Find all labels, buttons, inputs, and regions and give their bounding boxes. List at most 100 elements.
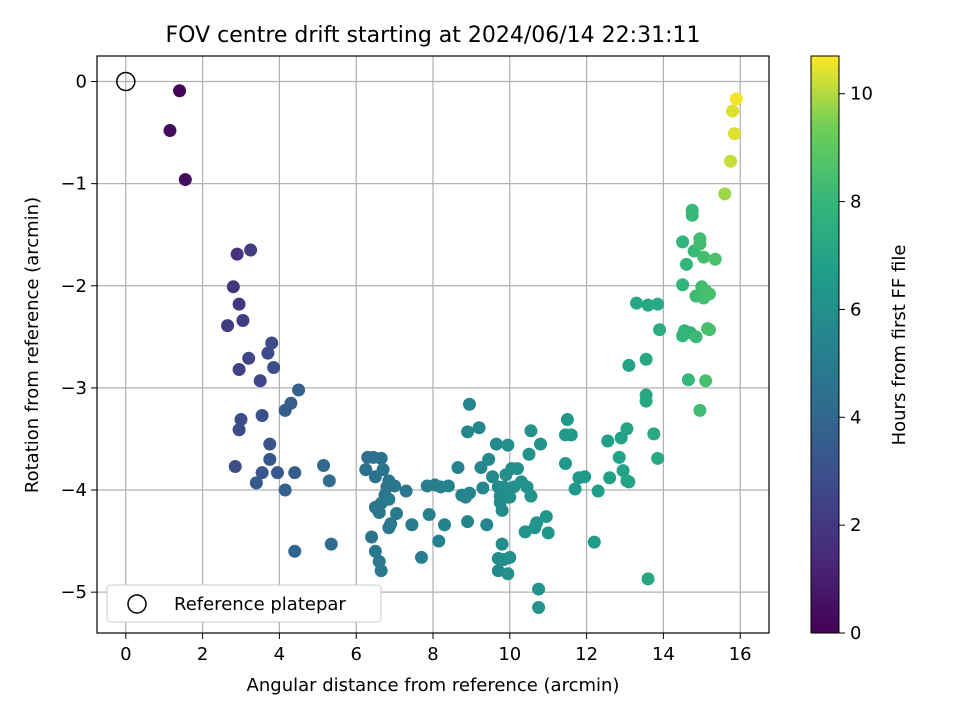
data-point bbox=[230, 247, 244, 261]
data-point bbox=[253, 374, 267, 388]
data-point bbox=[261, 346, 275, 360]
data-point bbox=[651, 451, 665, 465]
data-point bbox=[729, 92, 743, 106]
legend-label-reference: Reference platepar bbox=[174, 594, 346, 615]
legend-marker-reference bbox=[127, 594, 147, 614]
data-point bbox=[376, 463, 390, 477]
colorbar-label: Hours from first FF file bbox=[889, 245, 910, 446]
data-point bbox=[699, 374, 713, 388]
data-point bbox=[178, 173, 192, 187]
data-point bbox=[679, 257, 693, 271]
data-point bbox=[693, 403, 707, 417]
data-point bbox=[641, 572, 655, 586]
data-point bbox=[489, 437, 503, 451]
data-point bbox=[560, 413, 574, 427]
data-point bbox=[228, 460, 242, 474]
data-point bbox=[462, 486, 476, 500]
data-point bbox=[474, 461, 488, 475]
grid-lines bbox=[97, 56, 769, 633]
data-point bbox=[530, 516, 544, 530]
data-point bbox=[681, 373, 695, 387]
y-tick-label: −1 bbox=[60, 174, 87, 195]
data-point bbox=[501, 438, 515, 452]
y-tick-label: −4 bbox=[60, 480, 87, 501]
data-point bbox=[255, 408, 269, 422]
data-point bbox=[462, 397, 476, 411]
data-point bbox=[647, 427, 661, 441]
data-point bbox=[255, 466, 269, 480]
data-point bbox=[480, 518, 494, 532]
data-point bbox=[689, 330, 703, 344]
data-point bbox=[708, 252, 722, 266]
data-point bbox=[374, 451, 388, 465]
data-point bbox=[432, 534, 446, 548]
data-point bbox=[622, 358, 636, 372]
y-tick-label: −2 bbox=[60, 276, 87, 297]
data-point bbox=[591, 484, 605, 498]
data-point bbox=[441, 479, 455, 493]
data-point bbox=[702, 287, 716, 301]
data-point bbox=[292, 383, 306, 397]
data-point bbox=[503, 490, 517, 504]
y-axis-label: Rotation from reference (arcmin) bbox=[22, 197, 43, 493]
data-point bbox=[501, 567, 515, 581]
data-point bbox=[495, 537, 509, 551]
data-point bbox=[639, 352, 653, 366]
colorbar bbox=[810, 55, 840, 634]
x-axis-ticks: 0 2 4 6 8 10 12 14 16 bbox=[120, 633, 752, 665]
data-point bbox=[497, 480, 511, 494]
data-point bbox=[601, 434, 615, 448]
data-point bbox=[232, 423, 246, 437]
data-point bbox=[482, 452, 496, 466]
data-point bbox=[676, 235, 690, 249]
data-point bbox=[267, 360, 281, 374]
y-tick-label: −3 bbox=[60, 378, 87, 399]
data-point bbox=[234, 413, 248, 427]
data-point bbox=[461, 515, 475, 529]
x-tick-label: 14 bbox=[652, 644, 675, 665]
x-tick-label: 16 bbox=[729, 644, 752, 665]
data-point bbox=[451, 461, 465, 475]
data-point bbox=[524, 424, 538, 438]
data-point bbox=[374, 564, 388, 578]
legend: Reference platepar bbox=[106, 584, 382, 623]
data-point bbox=[368, 544, 382, 558]
data-point bbox=[390, 507, 404, 521]
data-point bbox=[564, 428, 578, 442]
data-point bbox=[724, 154, 738, 168]
data-point bbox=[242, 351, 256, 365]
data-point bbox=[685, 208, 699, 222]
x-tick-label: 8 bbox=[427, 644, 438, 665]
data-point bbox=[587, 535, 601, 549]
x-tick-label: 4 bbox=[274, 644, 285, 665]
data-point bbox=[620, 422, 634, 436]
colorbar-ticks: 0 2 4 6 8 10 bbox=[839, 84, 873, 644]
data-point bbox=[532, 582, 546, 596]
reference-platepar-marker bbox=[116, 71, 136, 92]
data-point bbox=[558, 456, 572, 470]
data-point bbox=[163, 124, 177, 138]
data-point bbox=[226, 280, 240, 294]
legend-box bbox=[106, 584, 382, 623]
data-point bbox=[532, 600, 546, 614]
data-point bbox=[693, 237, 707, 251]
data-point bbox=[578, 470, 592, 484]
x-tick-label: 12 bbox=[575, 644, 598, 665]
data-point bbox=[616, 464, 630, 478]
data-point bbox=[382, 492, 396, 506]
data-point bbox=[641, 298, 655, 312]
data-point bbox=[503, 550, 517, 564]
data-point bbox=[622, 475, 636, 489]
data-point bbox=[317, 459, 331, 473]
data-point bbox=[365, 530, 379, 544]
data-point bbox=[405, 518, 419, 532]
data-point bbox=[244, 243, 258, 257]
data-point bbox=[495, 503, 509, 517]
data-point bbox=[322, 474, 336, 488]
data-point bbox=[727, 127, 741, 141]
x-tick-label: 0 bbox=[120, 644, 131, 665]
data-point bbox=[284, 396, 298, 410]
data-point bbox=[718, 187, 732, 201]
data-point bbox=[476, 481, 490, 495]
colorbar-tick-label: 10 bbox=[850, 84, 873, 105]
